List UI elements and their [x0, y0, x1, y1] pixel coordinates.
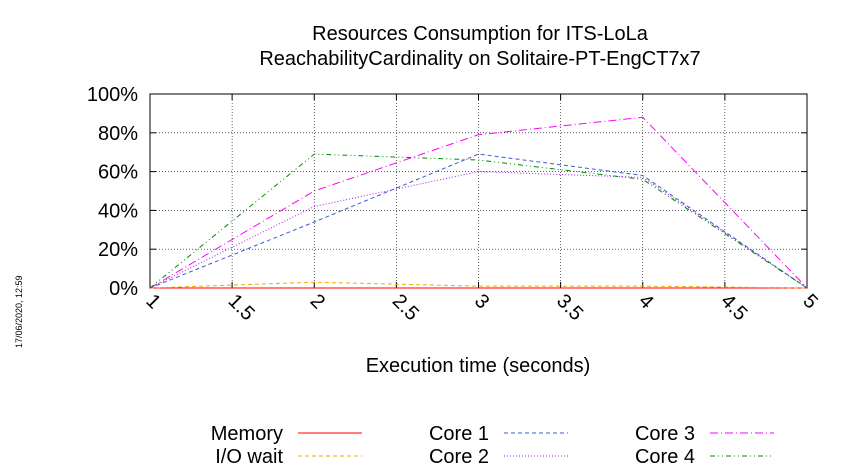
- chart-title: Resources Consumption for ITS-LoLa: [312, 23, 649, 45]
- side-timestamp: 17/06/2020, 12:59: [14, 275, 24, 348]
- x-axis-label: Execution time (seconds): [366, 355, 591, 377]
- y-tick-label: 60%: [98, 162, 138, 184]
- x-tick-label: 2.5: [388, 290, 423, 325]
- chart-subtitle: ReachabilityCardinality on Solitaire-PT-…: [259, 48, 700, 70]
- x-tick-label: 3.5: [552, 290, 587, 325]
- y-tick-label: 0%: [109, 278, 138, 300]
- x-tick-label: 5: [798, 290, 821, 313]
- x-tick-label: 1.5: [224, 290, 259, 325]
- series-line-core-2: [149, 171, 808, 289]
- x-tick-label: 2: [306, 290, 329, 313]
- y-tick-label: 80%: [98, 123, 138, 145]
- legend-label-memory: Memory: [211, 423, 283, 445]
- series-line-i-o-wait: [149, 281, 808, 289]
- legend-label-i-o-wait: I/O wait: [215, 446, 283, 468]
- x-tick-label: 1: [141, 290, 164, 313]
- x-tick-label: 3: [470, 290, 493, 313]
- y-tick-label: 100%: [87, 84, 138, 106]
- legend-label-core-1: Core 1: [429, 423, 489, 445]
- x-tick-label: 4.5: [716, 290, 751, 325]
- series-line-core-3: [149, 116, 808, 289]
- y-tick-label: 40%: [98, 200, 138, 222]
- x-tick-label: 4: [634, 290, 657, 313]
- legend-label-core-2: Core 2: [429, 446, 489, 468]
- legend-label-core-4: Core 4: [635, 446, 695, 468]
- series-line-core-4: [149, 153, 808, 289]
- axis-ticks: 0% 20% 40% 60% 80% 100% 1 1.5 2 2.5 3 3.5 4 4.5 5: [87, 84, 822, 325]
- y-tick-label: 20%: [98, 239, 138, 261]
- legend-label-core-3: Core 3: [635, 423, 695, 445]
- series-lines: [149, 116, 808, 289]
- grid: [150, 94, 807, 288]
